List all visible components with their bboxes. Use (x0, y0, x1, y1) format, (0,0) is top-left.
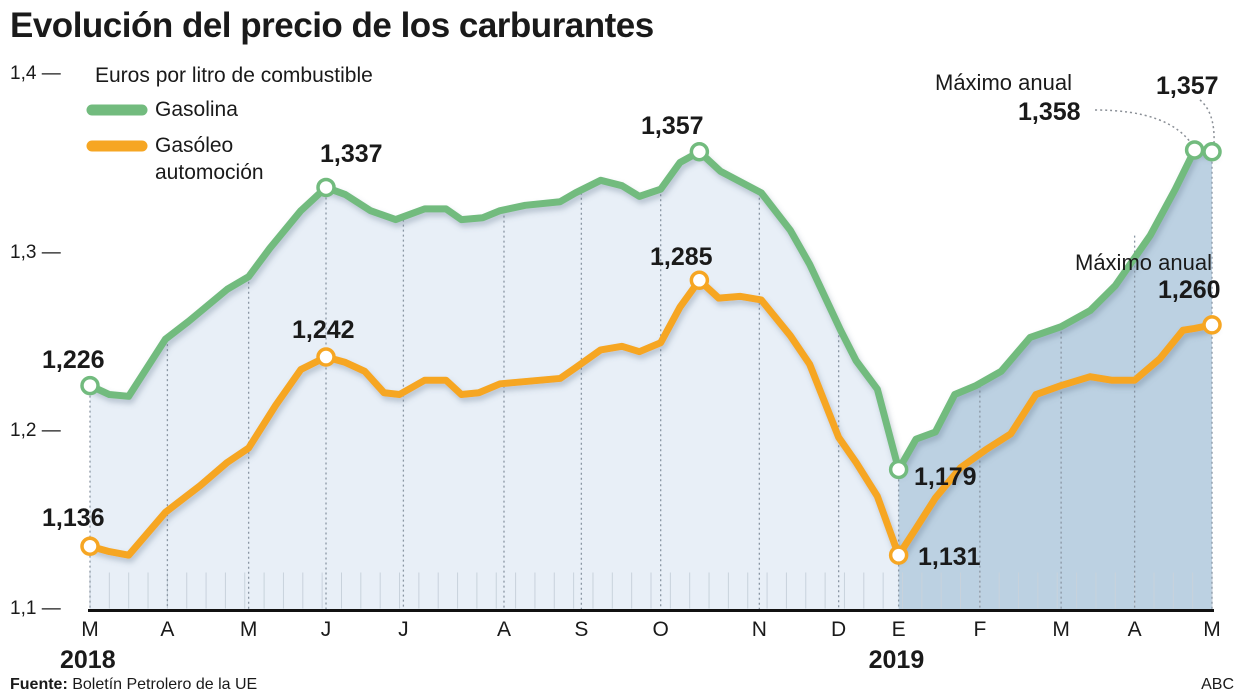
data-point-marker (80, 375, 100, 396)
data-point-marker (316, 177, 336, 198)
x-tick-label: O (652, 618, 669, 641)
label-gasolina-max: 1,358 (1018, 98, 1081, 126)
x-tick-label: M (81, 618, 99, 641)
data-point-marker (888, 459, 909, 480)
x-tick-label: A (1127, 618, 1142, 641)
y-tick-label: 1,4 — (10, 63, 61, 84)
data-point-marker (689, 142, 710, 162)
label-gasolina-oct: 1,357 (641, 112, 704, 140)
label-gasolina-jun: 1,337 (320, 140, 383, 168)
x-tick-label: M (1203, 618, 1221, 641)
year-label: 2019 (868, 646, 925, 674)
year-label: 2018 (60, 646, 116, 674)
source-label: Fuente: (10, 676, 68, 693)
data-point-marker (689, 270, 710, 291)
legend-gasolina: Gasolina (155, 98, 238, 121)
x-tick-label: J (398, 618, 409, 641)
data-point-marker (316, 347, 336, 367)
label-gasolina-jan: 1,179 (914, 463, 977, 491)
brand-logo: ABC (1201, 676, 1234, 693)
source-text: Boletín Petrolero de la UE (67, 676, 258, 693)
source-note: Fuente: Boletín Petrolero de la UE (10, 676, 257, 694)
y-tick-label: 1,3 — (10, 242, 61, 263)
note-gasoleo-max: Máximo anual (1075, 250, 1212, 275)
y-axis-unit-label: Euros por litro de combustible (95, 64, 373, 87)
label-gasoleo-jun: 1,242 (292, 316, 355, 344)
data-point-marker (1184, 140, 1205, 160)
label-gasoleo-end: 1,260 (1158, 276, 1221, 304)
leader-line-max (1094, 109, 1194, 147)
x-tick-label: N (751, 618, 767, 641)
x-tick-label: M (239, 618, 258, 641)
x-tick-label: A (496, 618, 511, 641)
x-tick-label: S (574, 618, 589, 641)
x-tick-label: A (160, 618, 175, 641)
label-gasoleo-jan: 1,131 (918, 543, 981, 571)
note-gasolina-max: Máximo anual (935, 70, 1072, 95)
y-tick-label: 1,2 — (10, 420, 61, 441)
series-line-gasoleo (86, 276, 1216, 559)
x-tick-label: D (831, 618, 847, 641)
label-gasoleo-start: 1,136 (42, 504, 105, 532)
data-point-marker (1202, 142, 1222, 162)
data-point-marker (80, 536, 100, 556)
series-line-gasolina (86, 146, 1216, 473)
x-tick-label: F (973, 618, 987, 641)
chart-title: Evolución del precio de los carburantes (10, 6, 654, 45)
data-point-marker (1202, 315, 1222, 335)
x-tick-label: E (891, 618, 906, 641)
label-gasoleo-oct: 1,285 (650, 243, 713, 271)
label-gasolina-start: 1,226 (42, 346, 105, 374)
x-tick-label: J (320, 618, 332, 641)
x-tick-label: M (1052, 618, 1070, 641)
label-gasolina-end: 1,357 (1156, 72, 1219, 100)
data-point-marker (888, 545, 909, 565)
y-tick-label: 1,1 — (10, 598, 61, 619)
legend-gasoleo: Gasóleo automoción (155, 134, 264, 184)
